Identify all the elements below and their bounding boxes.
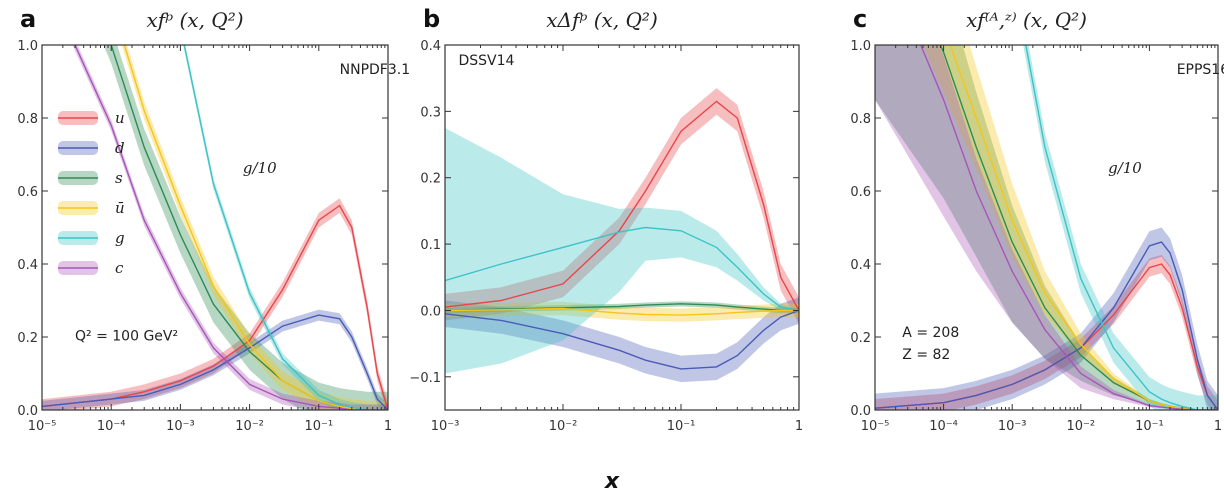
x-tick-label: 10⁻² (1066, 419, 1095, 434)
y-tick-label: 0.4 (17, 258, 38, 273)
x-tick-label: 10⁻² (549, 419, 578, 434)
y-tick-label: 0.8 (17, 112, 38, 127)
legend-label: u (115, 109, 125, 127)
y-tick-label: −0.1 (409, 371, 441, 386)
legend-label: c (115, 259, 124, 277)
panel-letter: b (423, 5, 440, 33)
y-tick-label: 0.2 (850, 331, 871, 346)
x-tick-label: 10⁻¹ (1135, 419, 1164, 434)
legend-label: d (115, 139, 125, 157)
band-d (42, 309, 388, 410)
band-c (875, 45, 1218, 410)
band-u (875, 254, 1218, 410)
y-tick-label: 0.6 (17, 185, 38, 200)
series-line-ubar (445, 307, 799, 316)
plot-frame (41, 44, 389, 411)
series-line-u (42, 204, 388, 410)
shared-x-axis-label: x (604, 469, 620, 494)
x-tick-label: 1 (384, 419, 392, 434)
band-ubar (922, 45, 1218, 410)
panel-a: 10⁻⁵ 10⁻⁴ 10⁻³ 10⁻² 10⁻¹ 1 0.0 0.2 0.4 0.6 0.8 1.0 a… (17, 5, 411, 434)
x-tick-label: 10⁻² (235, 419, 264, 434)
band-g (445, 128, 799, 374)
x-tick-label: 10⁻⁴ (929, 419, 958, 434)
annotation: DSSV14 (458, 53, 514, 69)
x-tick-label: 10⁻¹ (667, 419, 696, 434)
panel-c: 10⁻⁵ 10⁻⁴ 10⁻³ 10⁻² 10⁻¹ 1 0.0 0.2 0.4 0.6 0.8 1.0 c… (850, 5, 1224, 434)
panel-b: 10⁻³ 10⁻² 10⁻¹ 1 −0.1 0.0 0.1 0.2 0.3 0.4 b xΔfᵖ (x… (409, 5, 803, 434)
panel-title: xΔfᵖ (x, Q²) (546, 8, 658, 32)
gluon-scale-note: g/10 (1108, 159, 1142, 177)
panel-title: xfᵖ (x, Q²) (146, 8, 243, 32)
annotation: Z = 82 (902, 347, 950, 363)
plot-frame (444, 44, 800, 411)
band-u (42, 198, 388, 410)
y-tick-label: 0.4 (420, 39, 441, 54)
x-tick-label: 10⁻³ (431, 419, 460, 434)
gluon-scale-note: g/10 (243, 159, 277, 177)
plot-area (445, 88, 799, 383)
legend-label: ū (115, 199, 125, 217)
series-line-g (183, 45, 388, 410)
y-tick-label: 0.2 (17, 331, 38, 346)
series-line-c (74, 45, 388, 410)
band-u (445, 88, 799, 324)
y-tick-label: 0.6 (850, 185, 871, 200)
y-tick-label: 0.3 (420, 105, 441, 120)
series-line-g (445, 226, 799, 312)
x-tick-label: 1 (795, 419, 803, 434)
y-tick-label: 0.8 (850, 112, 871, 127)
x-tick-label: 10⁻⁵ (861, 419, 890, 434)
x-tick-label: 1 (1214, 419, 1222, 434)
y-tick-label: 1.0 (850, 39, 871, 54)
annotation: EPPS16 (1177, 62, 1224, 78)
x-tick-label: 10⁻⁵ (28, 419, 57, 434)
panel-letter: c (853, 5, 867, 33)
annotation: A = 208 (902, 325, 959, 341)
panel-letter: a (20, 5, 36, 33)
series-line-d (875, 241, 1218, 410)
band-ubar (445, 301, 799, 322)
annotation: Q² = 100 GeV² (75, 329, 178, 345)
band-d (445, 297, 799, 383)
legend-label: g (115, 229, 125, 247)
x-tick-label: 10⁻¹ (304, 419, 333, 434)
y-tick-label: 0.1 (420, 238, 441, 253)
y-tick-label: 0.2 (420, 172, 441, 187)
legend-label: s (115, 169, 123, 187)
y-tick-label: 0.0 (420, 304, 441, 319)
y-tick-label: 0.0 (17, 404, 38, 419)
plot-frame (874, 44, 1219, 411)
y-tick-label: 0.0 (850, 404, 871, 419)
plot-area (42, 45, 388, 410)
x-tick-label: 10⁻⁴ (97, 419, 126, 434)
series-line-d (445, 309, 799, 370)
annotation: NNPDF3.1 (340, 62, 411, 78)
panel-title: xf⁽ᴬ,ᶻ⁾ (x, Q²) (966, 8, 1087, 32)
series-line-u (445, 100, 799, 311)
x-tick-label: 10⁻³ (998, 419, 1027, 434)
band-s (875, 45, 1218, 410)
series-line-ubar (123, 45, 388, 410)
band-d (875, 227, 1218, 410)
x-tick-label: 10⁻³ (166, 419, 195, 434)
y-tick-label: 0.4 (850, 258, 871, 273)
y-tick-label: 1.0 (17, 39, 38, 54)
band-s (445, 301, 799, 314)
series-line-d (42, 314, 388, 410)
